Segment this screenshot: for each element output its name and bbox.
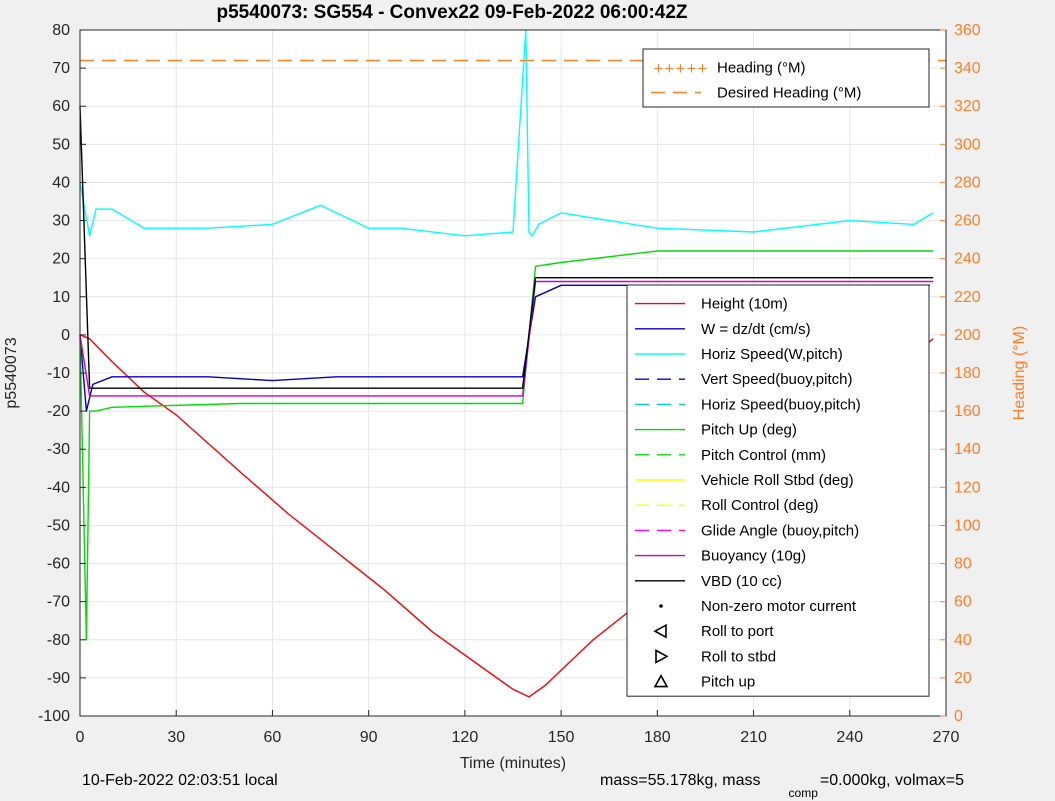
legend-label: Buoyancy (10g) xyxy=(701,548,806,565)
legend-label: Pitch up xyxy=(701,674,755,691)
y2-tick-label: 160 xyxy=(954,403,981,420)
footer-vol-text: =0.000kg, volmax=5 xyxy=(819,772,964,789)
y-tick-label: -70 xyxy=(47,594,70,611)
legend-label: Pitch Control (mm) xyxy=(701,447,826,464)
legend-swatch: + xyxy=(664,62,675,77)
y-tick-label: -100 xyxy=(38,708,70,725)
y2-ticks: 0 20 40 60 80 100 120 140 160 180 200 220 240 260 280 3… xyxy=(940,22,981,725)
legend-label: Roll to port xyxy=(701,623,774,640)
x-tick-label: 180 xyxy=(644,729,671,746)
footer-mass: mass=55.178kg, mass comp=0.000kg, volmax=… xyxy=(600,772,964,800)
legend-swatch: + xyxy=(686,62,697,77)
legend-label: Heading (°M) xyxy=(717,60,806,77)
legend-swatch: + xyxy=(653,62,664,77)
y-ticks: -100-90-80-70-60-50-40-30-20-10010203040… xyxy=(38,22,86,725)
legend-swatch xyxy=(655,649,669,664)
y2-tick-label: 40 xyxy=(954,632,972,649)
footer-local-time: 10-Feb-2022 02:03:51 local xyxy=(82,772,278,789)
y2-tick-label: 360 xyxy=(954,22,981,39)
x-tick-label: 30 xyxy=(167,729,185,746)
x-tick-label: 60 xyxy=(264,729,282,746)
y-tick-label: -20 xyxy=(47,403,70,420)
x-tick-label: 270 xyxy=(933,729,960,746)
y2-tick-label: 0 xyxy=(954,708,963,725)
y2-tick-label: 300 xyxy=(954,136,981,153)
x-axis-label: Time (minutes) xyxy=(460,755,566,772)
y-tick-label: 0 xyxy=(61,327,70,344)
legend-label: Desired Heading (°M) xyxy=(717,85,861,102)
footer-mass-text: mass=55.178kg, mass xyxy=(600,772,761,789)
y-tick-label: -40 xyxy=(47,479,70,496)
x-tick-label: 90 xyxy=(360,729,378,746)
legend-label: Pitch Up (deg) xyxy=(701,422,797,439)
y-tick-label: -80 xyxy=(47,632,70,649)
y2-tick-label: 280 xyxy=(954,174,981,191)
x-ticks: 0 30 60 90 120 150 180 210 240 270 xyxy=(76,710,960,746)
y-tick-label: 40 xyxy=(52,174,70,191)
legend-top: + + + + + Heading (°M)Desired Heading (°M) xyxy=(642,48,930,108)
legend-swatch: + xyxy=(675,62,686,77)
y2-tick-label: 140 xyxy=(954,441,981,458)
y2-tick-label: 260 xyxy=(954,213,981,230)
y-tick-label: 50 xyxy=(52,136,70,153)
series-line xyxy=(79,280,934,397)
y2-tick-label: 80 xyxy=(954,556,972,573)
footer-comp-sub: comp xyxy=(788,786,818,801)
series-line xyxy=(79,250,934,641)
y-tick-label: 70 xyxy=(52,60,70,77)
x-tick-label: 210 xyxy=(740,729,767,746)
legend-label: Horiz Speed(buoy,pitch) xyxy=(701,396,861,413)
y2-tick-label: 100 xyxy=(954,517,981,534)
y2-tick-label: 340 xyxy=(954,60,981,77)
series-line xyxy=(79,106,934,389)
series-line xyxy=(79,29,934,237)
y-tick-label: 80 xyxy=(52,22,70,39)
y-tick-label: 10 xyxy=(52,289,70,306)
y-tick-label: 20 xyxy=(52,251,70,268)
y-tick-label: 30 xyxy=(52,213,70,230)
x-tick-label: 120 xyxy=(452,729,479,746)
legend-label: Vehicle Roll Stbd (deg) xyxy=(701,472,854,489)
y2-axis-label: Heading (°M) xyxy=(1011,326,1028,420)
legend-label: Roll Control (deg) xyxy=(701,497,819,514)
x-tick-label: 0 xyxy=(76,729,85,746)
y-tick-label: -60 xyxy=(47,556,70,573)
y2-tick-label: 240 xyxy=(954,251,981,268)
y2-tick-label: 200 xyxy=(954,327,981,344)
legend-main: Height (10m) W = dz/dt (cm/s) Horiz Speed(… xyxy=(626,284,930,697)
legend-label: Height (10m) xyxy=(701,296,788,313)
legend-label: Vert Speed(buoy,pitch) xyxy=(701,371,852,388)
y-tick-label: -30 xyxy=(47,441,70,458)
plot-lines xyxy=(79,29,946,698)
legend-label: Horiz Speed(W,pitch) xyxy=(701,346,843,363)
y2-tick-label: 60 xyxy=(954,594,972,611)
legend-label: VBD (10 cc) xyxy=(701,573,782,590)
legend-swatch: + xyxy=(697,62,708,77)
legend-swatch xyxy=(659,604,663,608)
legend-swatch xyxy=(653,623,667,639)
legend-label: Non-zero motor current xyxy=(701,598,857,615)
legend-label: W = dz/dt (cm/s) xyxy=(701,321,811,338)
y2-tick-label: 120 xyxy=(954,479,981,496)
y-tick-label: -50 xyxy=(47,517,70,534)
y-tick-label: -10 xyxy=(47,365,70,382)
x-tick-label: 240 xyxy=(836,729,863,746)
y2-tick-label: 20 xyxy=(954,670,972,687)
x-tick-label: 150 xyxy=(548,729,575,746)
legend-top-box xyxy=(642,48,930,108)
y-tick-label: -90 xyxy=(47,670,70,687)
legend-label: Glide Angle (buoy,pitch) xyxy=(701,522,859,539)
chart-title: p5540073: SG554 - Convex22 09-Feb-2022 0… xyxy=(216,2,687,23)
y2-tick-label: 220 xyxy=(954,289,981,306)
y2-tick-label: 320 xyxy=(954,98,981,115)
y-axis-label: p5540073 xyxy=(3,337,20,408)
legend-label: Roll to stbd xyxy=(701,648,776,665)
y2-tick-label: 180 xyxy=(954,365,981,382)
legend-swatch xyxy=(653,673,669,688)
y-tick-label: 60 xyxy=(52,98,70,115)
